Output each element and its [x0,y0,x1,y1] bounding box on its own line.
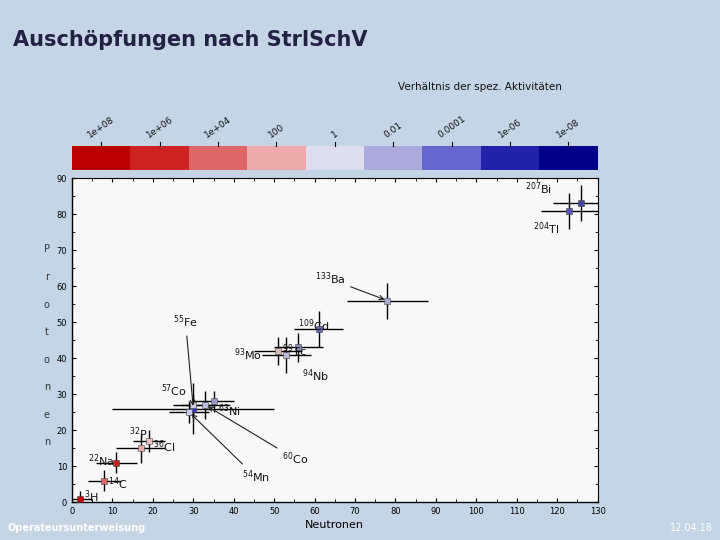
Text: o: o [44,355,50,365]
Text: $^{54}$Mn: $^{54}$Mn [192,415,270,485]
Text: 1e-08: 1e-08 [555,117,582,140]
Text: 1e+08: 1e+08 [86,115,116,140]
Text: $^{3}$H: $^{3}$H [84,489,99,505]
Text: $^{36}$Cl: $^{36}$Cl [153,438,175,455]
Text: o: o [44,300,50,309]
Text: $^{60}$Co: $^{60}$Co [209,407,308,467]
Text: e: e [44,410,50,420]
Text: $^{109}$Cd: $^{109}$Cd [298,318,330,334]
Text: $^{57}$Co: $^{57}$Co [161,382,186,399]
Text: $^{63}$Ni: $^{63}$Ni [217,402,240,418]
Text: $^{133}$Ba: $^{133}$Ba [315,271,384,300]
Text: $^{207}$Bi: $^{207}$Bi [525,181,552,197]
Text: 12.04.18: 12.04.18 [670,523,713,533]
Text: $^{204}$Tl: $^{204}$Tl [533,220,559,237]
Text: Operateursunterweisung: Operateursunterweisung [7,523,145,533]
Text: t: t [45,327,49,337]
Text: $^{99}$Tc: $^{99}$Tc [282,343,307,359]
Text: $^{22}$Na: $^{22}$Na [88,453,114,469]
Text: P: P [44,245,50,254]
Text: $^{32}$P: $^{32}$P [129,426,148,442]
Text: 0.0001: 0.0001 [436,114,467,140]
Text: 1e+04: 1e+04 [203,115,233,140]
Text: 1: 1 [330,129,340,140]
Text: 100: 100 [266,123,286,140]
X-axis label: Neutronen: Neutronen [305,520,364,530]
Text: r: r [45,272,49,282]
Text: $^{14}$C: $^{14}$C [109,476,128,492]
Text: n: n [44,382,50,392]
Text: $^{93}$Mo: $^{93}$Mo [234,346,262,363]
Text: $^{55}$Fe: $^{55}$Fe [173,314,198,404]
Text: Auschöpfungen nach StrlSchV: Auschöpfungen nach StrlSchV [13,30,367,50]
Text: 0.01: 0.01 [382,121,404,140]
Text: 1e-06: 1e-06 [497,117,523,140]
Text: Verhältnis der spez. Aktivitäten: Verhältnis der spez. Aktivitäten [398,82,562,92]
Text: $^{94}$Nb: $^{94}$Nb [302,368,330,384]
Text: 1e+06: 1e+06 [145,115,175,140]
Text: n: n [44,437,50,447]
